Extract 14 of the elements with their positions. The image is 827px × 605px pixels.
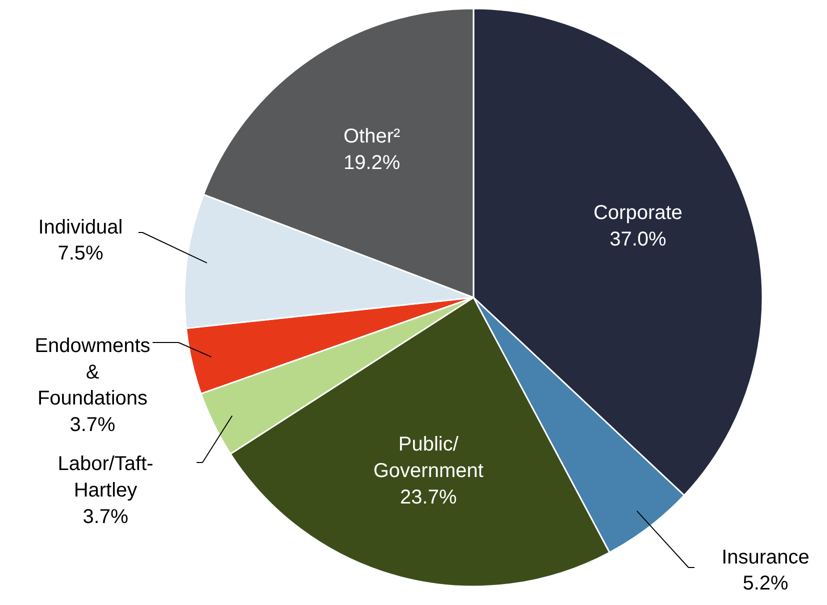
slice-label: Corporate: [593, 202, 682, 224]
data-label: 7.5%: [58, 242, 104, 265]
data-label: 5.2%: [742, 572, 789, 595]
data-label: 3.7%: [70, 414, 116, 436]
data-label: 3.7%: [82, 506, 129, 528]
slice-label: Insurance: [722, 546, 810, 568]
slice-label: Endowments & Foundations: [34, 334, 150, 410]
data-label: 19.2%: [344, 152, 400, 174]
slice-label: Other²: [344, 126, 401, 148]
slice-label: Individual: [38, 216, 123, 238]
data-label: 37.0%: [610, 228, 667, 251]
data-label: 23.7%: [400, 486, 457, 508]
slice-label: Labor/Taft-Hartley: [58, 453, 154, 502]
slice-label: Public/Government: [373, 434, 484, 482]
